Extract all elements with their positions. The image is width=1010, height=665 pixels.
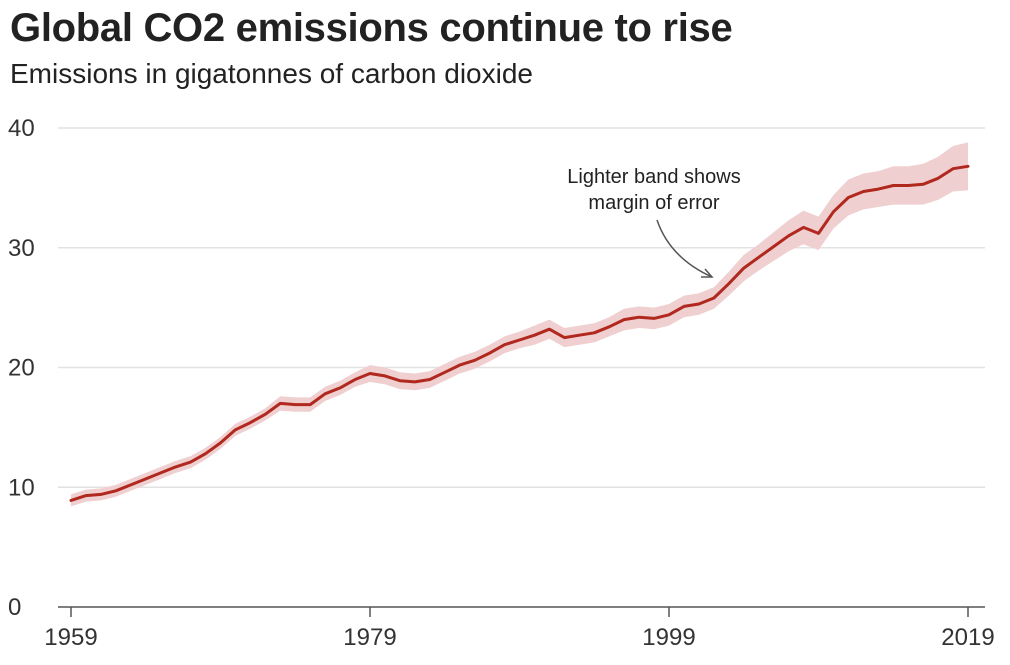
chart-subtitle: Emissions in gigatonnes of carbon dioxid… [10, 58, 533, 89]
y-tick-label: 10 [8, 474, 35, 501]
error-band [71, 142, 968, 507]
x-axis: 1959 1979 1999 2019 [44, 606, 995, 651]
gridlines [58, 127, 985, 488]
emissions-line-layer [69, 164, 970, 502]
annotation-arrow [656, 219, 713, 278]
x-tick-label: 1999 [642, 624, 695, 651]
x-tick-label: 1979 [343, 624, 396, 651]
y-tick-label: 40 [8, 115, 35, 142]
y-tick-label: 0 [8, 594, 21, 621]
y-axis-labels: 0 10 20 30 40 [8, 115, 35, 621]
y-tick-label: 20 [8, 355, 35, 382]
annotation-line-1: Lighter band shows [567, 166, 740, 188]
annotation: Lighter band shows margin of error [567, 166, 741, 278]
annotation-arrowhead-icon [701, 268, 714, 278]
chart-title: Global CO2 emissions continue to rise [10, 6, 733, 50]
error-band-layer [71, 142, 968, 507]
y-tick-label: 30 [8, 235, 35, 262]
x-tick-label: 1959 [44, 624, 97, 651]
x-tick-label: 2019 [941, 624, 994, 651]
annotation-line-2: margin of error [588, 192, 719, 214]
emissions-line [69, 164, 970, 502]
